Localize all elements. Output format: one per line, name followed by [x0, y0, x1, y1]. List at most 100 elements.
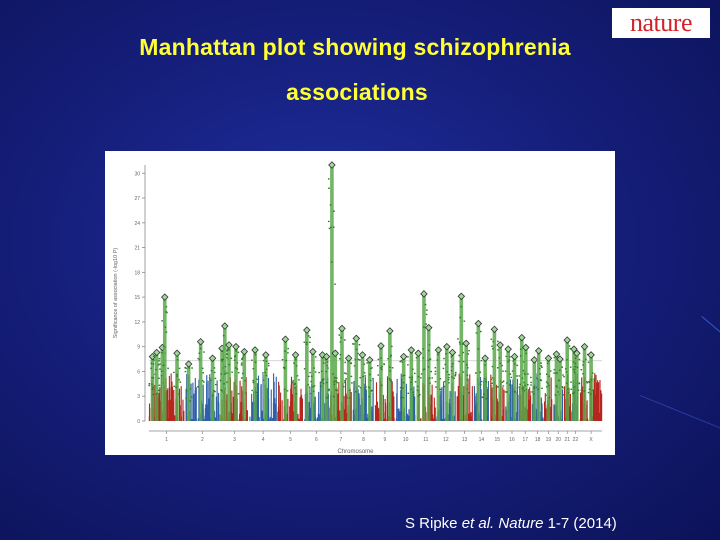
x-tick-label: 7 — [339, 437, 342, 443]
peak-3-index-snp — [225, 341, 233, 349]
peak-16-points — [510, 360, 519, 395]
peak-8-bar — [354, 338, 359, 421]
chromosome-11-snps — [417, 377, 436, 421]
peak-22-index-snp — [570, 345, 578, 353]
peak-8-points — [366, 362, 374, 398]
peak-3-points — [240, 355, 247, 394]
peak-9-bar — [379, 345, 383, 421]
peak-16-index-snp — [504, 345, 512, 353]
peak-2-index-snp — [208, 354, 217, 363]
peak-6-bar — [320, 354, 325, 421]
peak-8-bar — [367, 359, 372, 421]
x-tick-label: 5 — [289, 437, 292, 443]
peak-3-bar — [234, 346, 238, 421]
peak-22-bar — [575, 353, 579, 421]
peak-2-points — [208, 367, 217, 397]
peak-12-bar — [445, 346, 449, 421]
peak-22-index-snp — [573, 349, 581, 358]
peak-14-bar — [483, 358, 487, 421]
peak-2-bar — [186, 364, 191, 421]
peak-5-index-snp — [281, 335, 290, 344]
peak-4-bar — [264, 354, 268, 421]
peak-7-bar — [340, 328, 344, 421]
x-tick-label: 13 — [462, 437, 468, 443]
peak-20-index-snp — [556, 355, 564, 363]
peak-1-points — [160, 306, 169, 373]
peak-6-bar — [324, 356, 329, 421]
peak-22-points — [572, 357, 581, 391]
x-tick-label: 12 — [443, 437, 449, 443]
x-tick-label: 17 — [522, 437, 528, 443]
peak-4-index-snp — [262, 351, 270, 359]
peak-14-points — [474, 330, 483, 386]
citation-pages: 1-7 (2014) — [543, 515, 617, 532]
peak-7-index-snp — [338, 324, 346, 333]
peak-1-bar — [160, 347, 165, 421]
x-tick-label: 14 — [479, 437, 485, 443]
peak-6-index-snp — [322, 352, 331, 361]
y-tick-label: 27 — [134, 196, 140, 202]
peak-7-index-snp — [328, 161, 336, 169]
peak-X-bar — [589, 354, 593, 421]
peak-19-bar — [546, 358, 551, 421]
peak-13-points — [457, 306, 466, 363]
slide-title-line-2: associations — [286, 79, 428, 105]
peak-13-points — [462, 349, 470, 394]
peak-7-index-snp — [331, 349, 340, 358]
y-tick-label: 24 — [134, 221, 140, 227]
peak-X-points — [587, 361, 596, 395]
peak-1-points — [152, 355, 160, 396]
peak-4-points — [262, 359, 270, 395]
peak-2-points — [197, 347, 205, 388]
peak-20-bar — [554, 354, 559, 421]
peak-7-points — [338, 334, 346, 388]
peak-16-bar — [506, 349, 510, 421]
peak-6-points — [322, 361, 330, 399]
decorative-line — [701, 316, 720, 334]
peak-11-points — [427, 344, 433, 384]
x-axis-label: Chromosome — [337, 449, 374, 455]
peak-15-bar — [492, 329, 497, 421]
peak-12-points — [448, 356, 457, 379]
peak-3-index-snp — [232, 342, 240, 351]
peak-6-points — [303, 335, 311, 388]
peak-2-index-snp — [196, 337, 205, 346]
peak-11-points — [413, 357, 423, 397]
peak-1-bar — [175, 353, 179, 421]
peak-10-index-snp — [407, 346, 416, 354]
peak-8-index-snp — [358, 351, 367, 359]
peak-12-index-snp — [434, 346, 443, 354]
x-tick-label: 11 — [423, 437, 428, 443]
peak-7-bar — [346, 358, 351, 421]
peak-12-points — [434, 353, 442, 391]
peak-4-index-snp — [251, 346, 259, 354]
x-tick-label: 6 — [315, 437, 318, 443]
citation-author: S Ripke — [405, 515, 462, 532]
peak-11-index-snp — [424, 323, 433, 332]
x-tick-label: 4 — [262, 437, 265, 443]
peak-2-bar — [210, 358, 215, 421]
peak-19-index-snp — [544, 354, 553, 363]
peak-10-index-snp — [399, 352, 408, 361]
y-tick-label: 15 — [134, 295, 140, 301]
peak-12-index-snp — [443, 342, 451, 351]
peak-X-index-snp — [580, 342, 589, 351]
peak-3-bar — [242, 351, 247, 421]
peak-1-bar — [150, 356, 155, 421]
peak-11-index-snp — [420, 290, 428, 298]
peak-17-index-snp — [522, 343, 530, 352]
y-axis-label: Significance of association (-log10 P) — [113, 248, 119, 339]
y-tick-label: 30 — [134, 171, 140, 177]
peak-10-points — [407, 356, 414, 394]
peak-9-bar — [388, 330, 392, 421]
peak-19-points — [545, 362, 552, 399]
peak-11-bar — [426, 327, 431, 421]
citation-journal: et al. Nature — [461, 515, 544, 532]
chromosome-5-snps — [277, 376, 303, 421]
peak-6-index-snp — [309, 347, 317, 356]
peak-10-points — [399, 359, 406, 399]
peak-15-points — [490, 338, 499, 387]
x-tick-label: 20 — [555, 437, 561, 443]
peak-4-bar — [253, 349, 257, 421]
